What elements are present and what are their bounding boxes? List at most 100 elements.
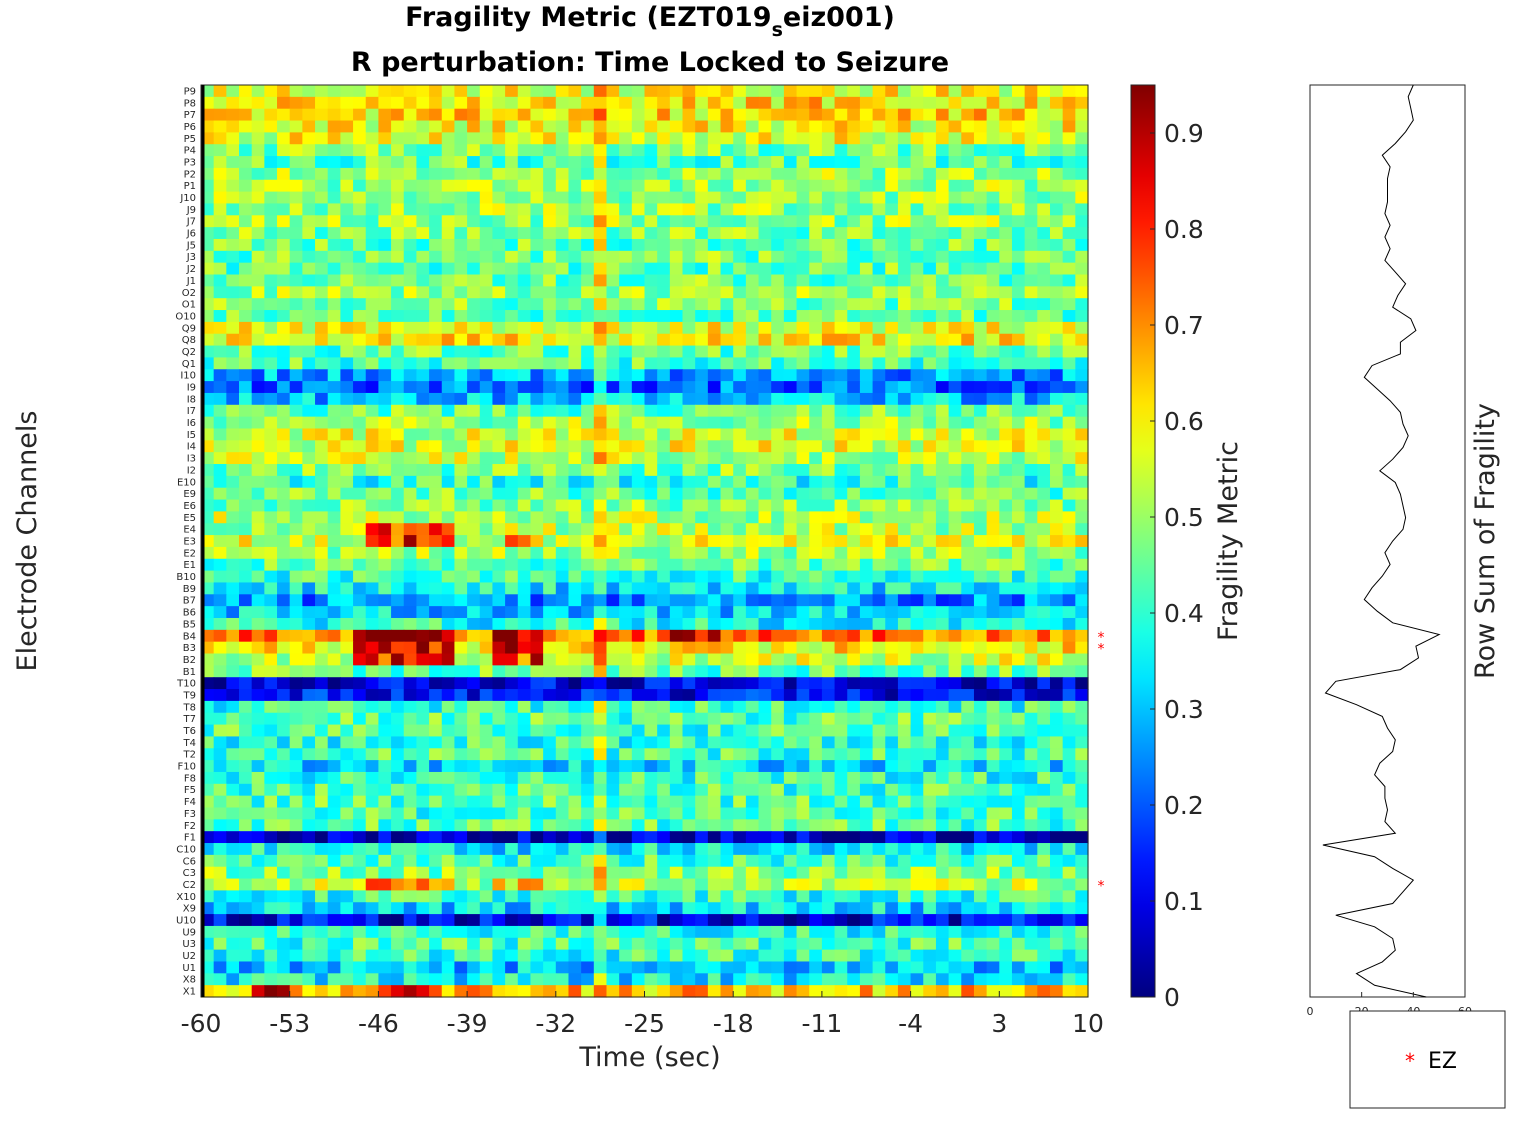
heatmap-cell <box>821 215 836 228</box>
heatmap-cell <box>479 416 494 430</box>
heatmap-cell <box>720 215 734 228</box>
heatmap-cell <box>834 227 848 240</box>
heatmap-cell <box>289 606 303 619</box>
heatmap-cell <box>1037 641 1051 655</box>
heatmap-cell <box>467 321 481 335</box>
heatmap-cell <box>707 179 722 193</box>
heatmap-cell <box>1075 677 1089 690</box>
heatmap-cell <box>771 831 785 844</box>
heatmap-cell <box>441 641 456 655</box>
heatmap-cell <box>695 416 709 430</box>
heatmap-cell <box>745 795 760 809</box>
heatmap-cell <box>745 274 760 287</box>
heatmap-cell <box>897 629 912 643</box>
heatmap-cell <box>935 310 950 323</box>
heatmap-cell <box>733 546 747 560</box>
heatmap-cell <box>213 499 227 512</box>
heatmap-cell <box>429 416 443 430</box>
heatmap-cell <box>568 523 582 536</box>
heatmap-cell <box>226 416 240 430</box>
heatmap-cell <box>847 712 861 726</box>
heatmap-cell <box>821 487 836 501</box>
heatmap-cell <box>733 689 747 702</box>
heatmap-cell <box>783 298 798 311</box>
heatmap-cell <box>1024 878 1038 891</box>
heatmap-cell <box>467 606 481 619</box>
heatmap-cell <box>847 381 861 394</box>
heatmap-cell <box>226 629 240 643</box>
heatmap-cell <box>403 298 418 311</box>
heatmap-cell <box>340 191 354 205</box>
heatmap-cell <box>543 156 557 169</box>
heatmap-cell <box>277 629 291 643</box>
heatmap-cell <box>302 108 316 122</box>
heatmap-cell <box>530 843 544 856</box>
heatmap-cell <box>973 238 988 252</box>
heatmap-cell <box>707 677 722 690</box>
heatmap-cell <box>277 914 291 927</box>
heatmap-cell <box>340 606 354 619</box>
heatmap-cell <box>606 653 620 666</box>
heatmap-cell <box>568 795 582 809</box>
heatmap-cell <box>758 404 772 418</box>
heatmap-cell <box>543 546 557 560</box>
heatmap-cell <box>796 238 810 252</box>
heatmap-cell <box>1024 712 1038 726</box>
heatmap-cell <box>340 274 354 287</box>
heatmap-cell <box>821 748 836 761</box>
heatmap-cell <box>631 807 646 820</box>
heatmap-cell <box>847 771 861 785</box>
heatmap-cell <box>948 677 962 690</box>
heatmap-cell <box>897 440 912 453</box>
heatmap-cell <box>353 748 367 761</box>
heatmap-cell <box>809 831 823 844</box>
heatmap-cell <box>1011 689 1026 702</box>
heatmap-cell <box>505 748 519 761</box>
heatmap-cell <box>834 771 848 785</box>
heatmap-cell <box>378 321 392 335</box>
heatmap-cell <box>568 262 582 276</box>
heatmap-cell <box>251 866 265 880</box>
heatmap-cell <box>429 333 443 347</box>
heatmap-cell <box>239 617 253 631</box>
heatmap-cell <box>429 925 443 939</box>
heatmap-cell <box>302 321 316 335</box>
heatmap-cell <box>251 925 265 939</box>
heatmap-cell <box>315 464 329 477</box>
heatmap-cell <box>543 878 557 891</box>
heatmap-cell <box>340 807 354 820</box>
heatmap-cell <box>695 795 709 809</box>
heatmap-cell <box>758 890 772 903</box>
heatmap-cell <box>315 523 329 536</box>
heatmap-cell <box>277 333 291 347</box>
heatmap-cell <box>923 783 937 797</box>
heatmap-cell <box>885 617 899 631</box>
heatmap-cell <box>631 783 646 797</box>
heatmap-cell <box>213 617 227 631</box>
heatmap-cell <box>720 487 734 501</box>
heatmap-cell <box>809 771 823 785</box>
heatmap-cell <box>543 191 557 205</box>
heatmap-cell <box>606 286 620 299</box>
heatmap-cell <box>986 475 1000 489</box>
heatmap-cell <box>403 819 418 832</box>
heatmap-cell <box>644 144 658 157</box>
heatmap-cell <box>213 321 227 335</box>
heatmap-cell <box>251 132 265 145</box>
heatmap-cell <box>733 736 747 749</box>
heatmap-cell <box>948 523 962 536</box>
heatmap-cell <box>948 321 962 335</box>
heatmap-cell <box>239 629 253 643</box>
heatmap-cell <box>657 298 671 311</box>
heatmap-cell <box>771 771 785 785</box>
heatmap-cell <box>1062 321 1076 335</box>
heatmap-cell <box>391 487 405 501</box>
heatmap-cell <box>872 108 886 122</box>
heatmap-cell <box>264 665 278 678</box>
heatmap-cell <box>771 227 785 240</box>
heatmap-cell <box>885 333 899 347</box>
heatmap-cell <box>923 629 937 643</box>
heatmap-cell <box>935 783 950 797</box>
heatmap-cell <box>239 227 253 240</box>
heatmap-cell <box>733 570 747 584</box>
